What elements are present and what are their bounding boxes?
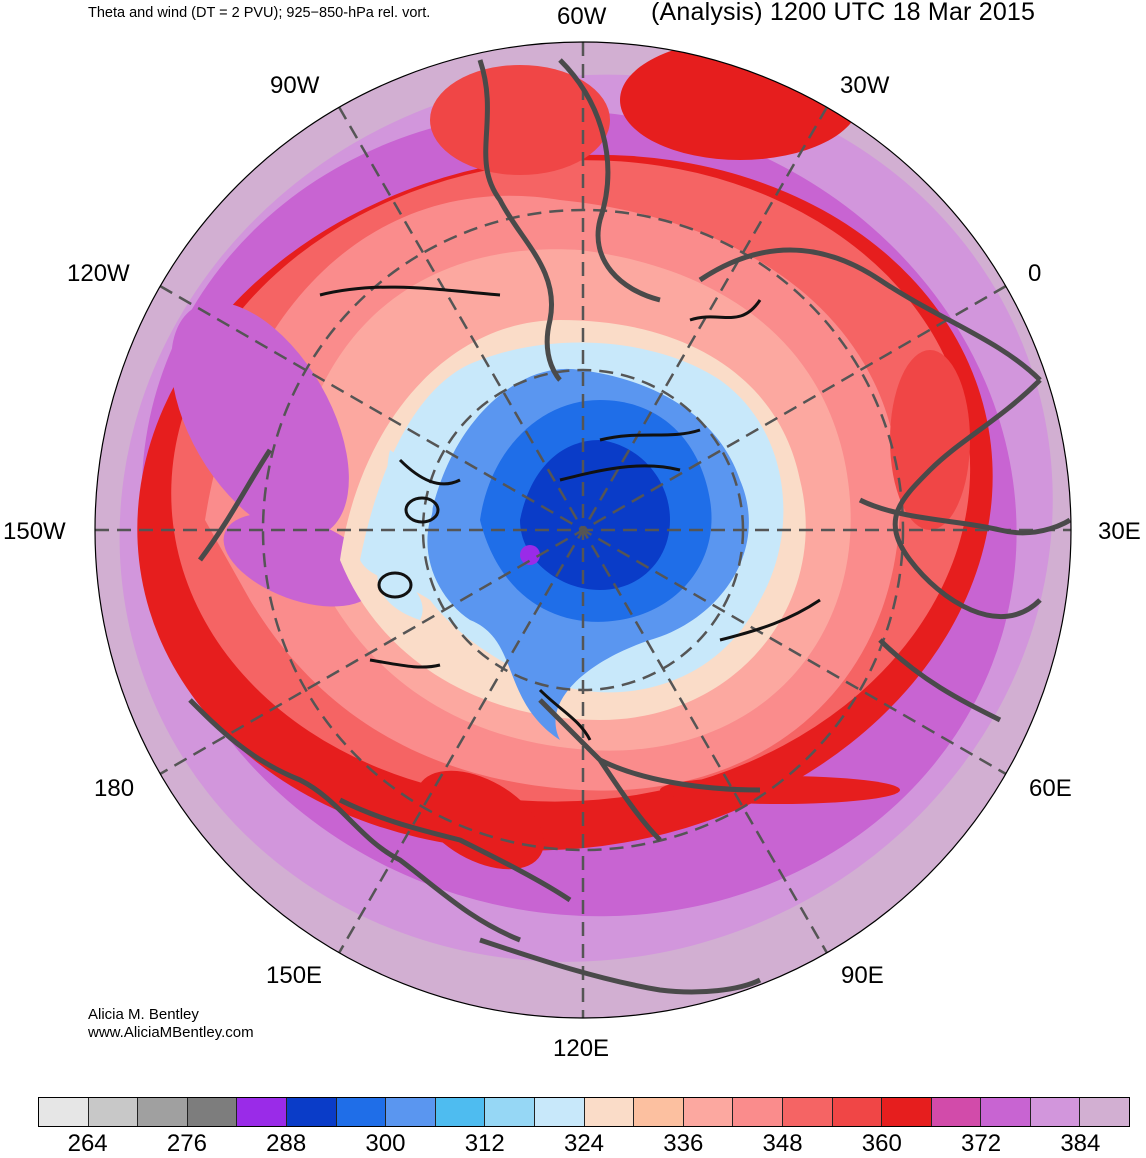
- colorbar-swatch: [534, 1098, 585, 1126]
- colorbar-swatch: [832, 1098, 883, 1126]
- longitude-label: 30E: [1098, 518, 1141, 545]
- colorbar-swatch: [882, 1098, 932, 1126]
- colorbar-swatch: [435, 1098, 486, 1126]
- colorbar-swatch: [286, 1098, 337, 1126]
- longitude-label: 0: [1028, 260, 1042, 287]
- longitude-label: 60E: [1029, 775, 1072, 802]
- colorbar-swatch: [931, 1098, 982, 1126]
- colorbar-swatch: [237, 1098, 287, 1126]
- colorbar: [38, 1097, 1130, 1127]
- colorbar-swatch: [634, 1098, 684, 1126]
- colorbar-tick-label: 324: [563, 1130, 605, 1157]
- header-right-title: (Analysis) 1200 UTC 18 Mar 2015: [651, 0, 1036, 26]
- colorbar-swatch: [485, 1098, 535, 1126]
- vorticity-contours: [319, 285, 821, 741]
- coastlines: [188, 58, 1072, 995]
- colorbar-tick-label: 360: [861, 1130, 902, 1157]
- colorbar-swatch: [187, 1098, 238, 1126]
- colorbar-swatch: [39, 1098, 89, 1126]
- colorbar-tick-label: 384: [1060, 1130, 1101, 1157]
- colorbar-swatch: [733, 1098, 783, 1126]
- credit: Alicia M. Bentley www.AliciaMBentley.com: [88, 1006, 254, 1042]
- longitude-label: 30W: [840, 72, 890, 99]
- colorbar-tick-label: 312: [464, 1130, 505, 1157]
- colorbar-swatch: [1080, 1098, 1130, 1126]
- map-boundary: [94, 41, 1072, 1019]
- longitude-label: 120W: [67, 260, 130, 287]
- colorbar-swatch: [88, 1098, 139, 1126]
- colorbar-tick-label: 336: [663, 1130, 704, 1157]
- longitude-label: 90E: [841, 962, 884, 989]
- credit-author: Alicia M. Bentley: [88, 1006, 199, 1023]
- graticule: [95, 42, 1071, 1018]
- colorbar-swatch: [1030, 1098, 1081, 1126]
- colorbar-swatch: [336, 1098, 387, 1126]
- credit-website: www.AliciaMBentley.com: [88, 1024, 254, 1041]
- colorbar-tick-label: 264: [67, 1130, 108, 1157]
- polar-map: [94, 41, 1072, 1019]
- longitude-label: 180: [94, 775, 135, 802]
- colorbar-swatch: [782, 1098, 833, 1126]
- colorbar-tick-label: 276: [166, 1130, 207, 1157]
- header-left-title: Theta and wind (DT = 2 PVU); 925−850-hPa…: [88, 5, 431, 21]
- colorbar-tick-label: 288: [266, 1130, 307, 1157]
- colorbar-tick-label: 300: [365, 1130, 406, 1157]
- longitude-label: 90W: [270, 72, 320, 99]
- colorbar-tick-label: 372: [961, 1130, 1002, 1157]
- longitude-label: 60W: [557, 3, 607, 30]
- colorbar-swatch: [981, 1098, 1031, 1126]
- theta-field: [95, 42, 1071, 1018]
- longitude-label: 120E: [553, 1035, 610, 1062]
- colorbar-swatch: [683, 1098, 734, 1126]
- colorbar-swatch: [584, 1098, 635, 1126]
- longitude-label: 150W: [3, 518, 66, 545]
- colorbar-tick-label: 348: [762, 1130, 803, 1157]
- longitude-label: 150E: [266, 962, 323, 989]
- colorbar-swatch: [386, 1098, 436, 1126]
- colorbar-swatch: [138, 1098, 188, 1126]
